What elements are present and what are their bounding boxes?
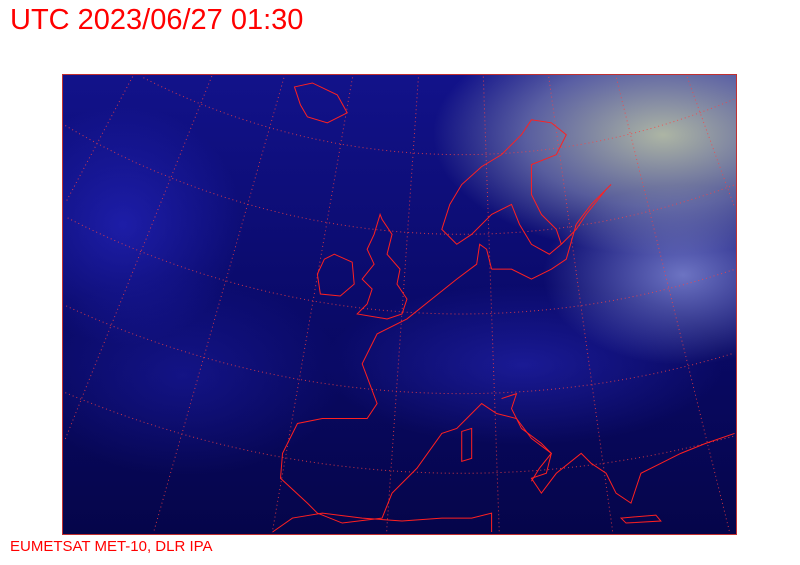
meridian-line [64,76,213,441]
meridian-line [482,76,500,533]
coast-iceland [293,82,348,124]
map-overlay [64,76,735,533]
graticule [64,76,735,533]
timestamp-title: UTC 2023/06/27 01:30 [10,4,304,36]
coast-sardinia [461,427,473,462]
coast-scandinavia [441,119,567,255]
image-credit: EUMETSAT MET-10, DLR IPA [10,538,213,555]
coast-great-britain [356,212,408,320]
coast-baltic [491,184,612,280]
satellite-map [62,74,737,535]
parallel-line [64,124,734,235]
meridian-line [386,77,419,533]
parallel-line [64,392,734,474]
meridian-line [64,76,134,204]
parallel-line [142,76,735,156]
coast-crete [619,514,662,524]
meridian-line [548,76,614,533]
parallel-line [65,305,732,395]
coast-continent [280,243,735,524]
coastlines [272,82,735,533]
parallel-line [66,216,734,315]
meridian-line [271,77,353,533]
coast-ireland [316,253,355,297]
meridian-line [615,77,731,533]
meridian-line [153,77,285,532]
meridian-line [686,76,735,207]
coast-north-africa [272,512,493,533]
coast-italy [501,392,553,482]
